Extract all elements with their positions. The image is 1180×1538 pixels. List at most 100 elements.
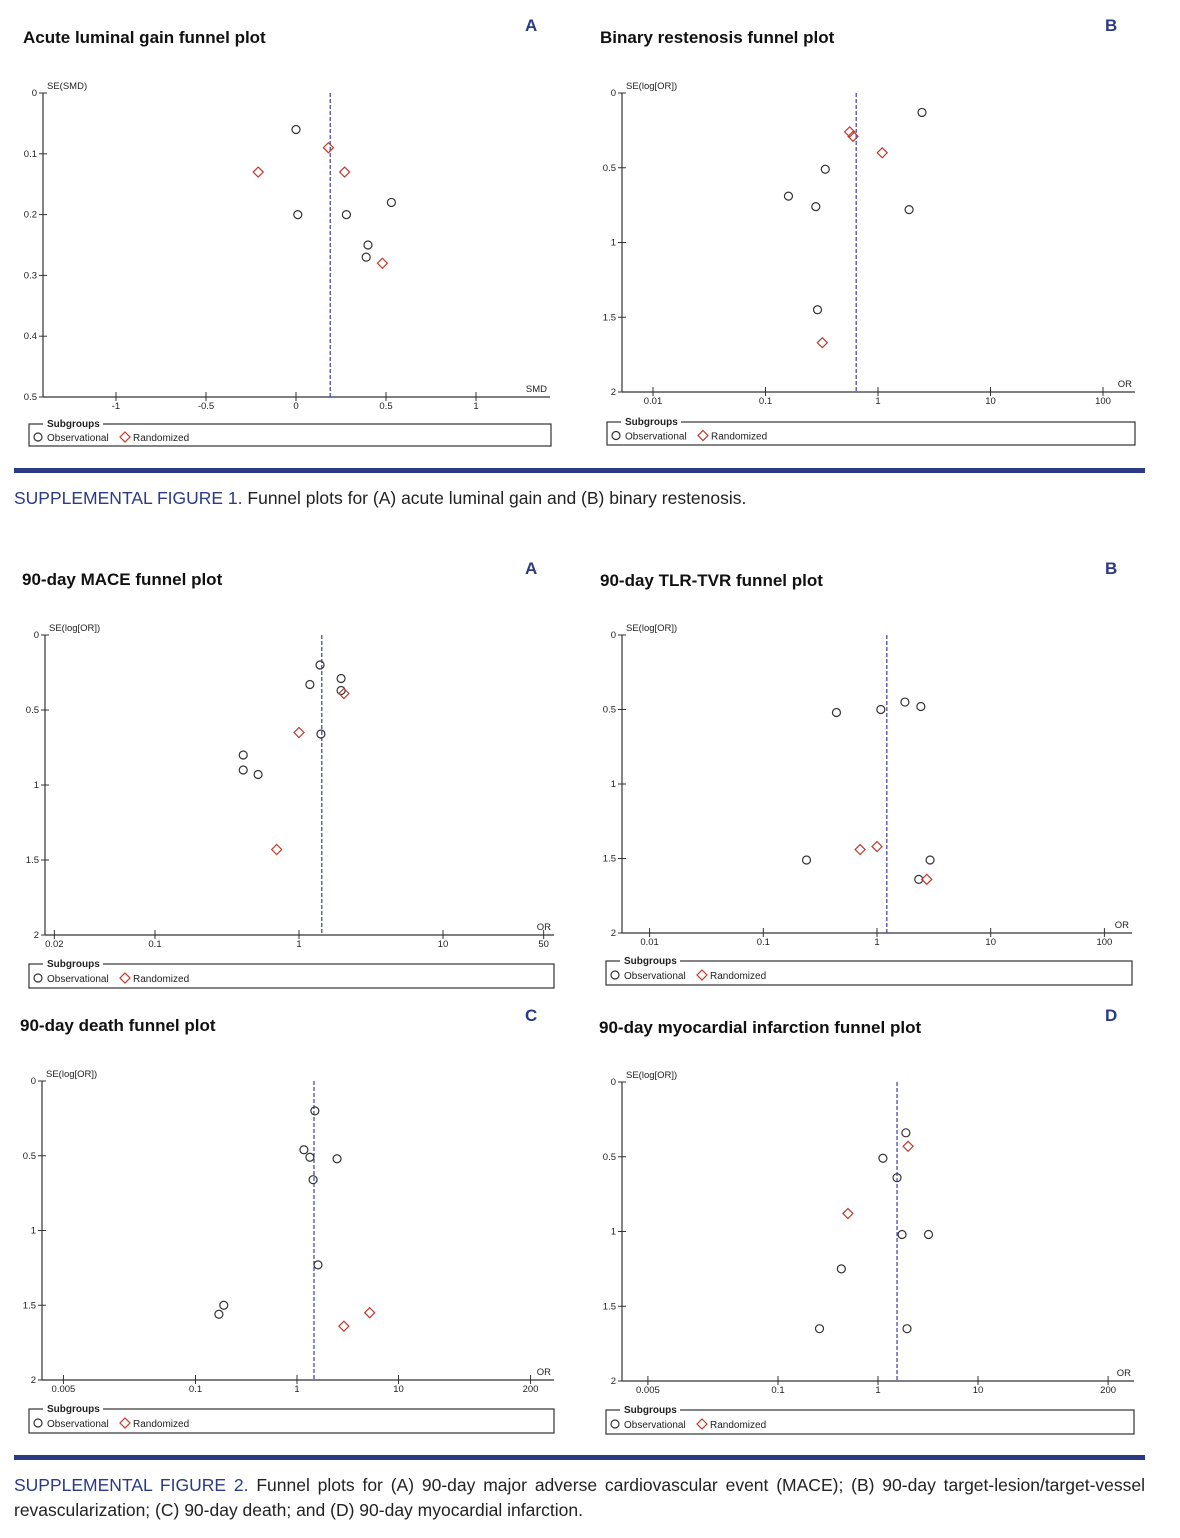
observational-study-point	[878, 1153, 888, 1163]
observational-study-point	[900, 697, 910, 707]
legend-observational-label: Observational	[624, 971, 686, 982]
y-tick-label: 0.2	[24, 210, 37, 221]
legend-title: Subgroups	[624, 1405, 677, 1416]
randomized-study-point	[920, 873, 933, 886]
legend-randomized-label: Randomized	[711, 432, 767, 443]
y-tick-label: 0.5	[24, 392, 37, 403]
x-tick-label: 0.01	[644, 396, 663, 407]
observational-study-point	[305, 679, 315, 690]
observational-study-point	[902, 1324, 912, 1334]
randomized-study-point	[843, 126, 856, 138]
y-tick-label: 2	[31, 1375, 36, 1386]
legend-observational-label: Observational	[47, 1419, 109, 1430]
figure-1-text: Funnel plots for (A) acute luminal gain …	[242, 488, 747, 508]
x-tick-label: 200	[1100, 1385, 1116, 1396]
y-tick-label: 2	[34, 930, 39, 941]
randomized-study-point	[363, 1306, 376, 1319]
x-tick-label: 10	[438, 939, 449, 950]
funnel-plot-f2a: SE(log[OR]) OR 0 0.5 1 1.5 2 0.02 0.1 1 10 50 Subgro…	[26, 623, 555, 989]
observational-study-point	[219, 1300, 229, 1310]
y-tick-label: 1	[611, 238, 616, 249]
x-tick-label: 10	[393, 1384, 404, 1395]
legend-observational-icon	[610, 970, 620, 980]
randomized-study-point	[847, 130, 859, 143]
chart-title-acute-luminal-gain: Acute luminal gain funnel plot	[23, 28, 266, 47]
chart-title-tlr-tvr: 90-day TLR-TVR funnel plot	[600, 571, 823, 590]
x-axis-label: OR	[1115, 920, 1129, 931]
y-tick-label: 1	[31, 1226, 36, 1237]
funnel-plot-f2b: SE(log[OR]) OR 0 0.5 1 1.5 2 0.01 0.1 1 10 100 Subgr…	[603, 623, 1133, 986]
chart-title-myocardial-infarction: 90-day myocardial infarction funnel plot	[599, 1018, 922, 1037]
x-tick-label: 1	[875, 396, 880, 407]
y-tick-label: 0.4	[24, 331, 37, 342]
legend-randomized-icon	[697, 429, 709, 442]
observational-study-point	[814, 1324, 825, 1334]
x-axis-label: OR	[537, 922, 551, 933]
funnel-plot-f1a: SE(SMD) SMD 0 0.1 0.2 0.3 0.4 0.5 -1 -0.5 0 0.5 1 Sub…	[24, 81, 552, 447]
observational-study-point	[363, 240, 373, 250]
observational-study-point	[313, 1260, 323, 1270]
x-tick-label: 0.01	[640, 937, 659, 948]
legend-randomized-icon	[119, 1417, 131, 1429]
observational-study-point	[897, 1229, 907, 1240]
x-tick-label: -1	[112, 401, 120, 412]
legend-title-bg	[621, 416, 681, 426]
observational-study-point	[253, 769, 263, 780]
observational-study-point	[831, 707, 842, 718]
y-tick-label: 0	[32, 88, 37, 99]
legend-observational-icon	[610, 1419, 620, 1429]
randomized-study-point	[293, 726, 305, 739]
y-tick-label: 1.5	[603, 312, 616, 323]
observational-study-point	[315, 660, 325, 670]
randomized-study-point	[876, 146, 889, 159]
y-axis-label: SE(log[OR])	[626, 81, 677, 92]
panel-letter: A	[525, 16, 538, 35]
observational-study-point	[361, 252, 371, 262]
observational-study-point	[386, 197, 396, 208]
x-tick-label: 0.02	[45, 939, 64, 950]
legend-randomized-label: Randomized	[710, 1420, 766, 1431]
x-tick-label: -0.5	[198, 401, 214, 412]
x-tick-label: 0.005	[52, 1384, 76, 1395]
observational-study-point	[308, 1175, 318, 1185]
legend-observational-icon	[33, 1418, 43, 1428]
observational-study-point	[783, 191, 794, 201]
legend-title: Subgroups	[47, 419, 100, 430]
y-tick-label: 0	[34, 630, 39, 641]
observational-study-point	[291, 124, 301, 135]
randomized-study-point	[338, 687, 350, 700]
x-axis-label: OR	[1117, 1368, 1131, 1379]
observational-study-point	[801, 855, 812, 865]
chart-title-mace: 90-day MACE funnel plot	[22, 570, 223, 589]
x-tick-label: 0	[293, 401, 298, 412]
y-axis-label: SE(log[OR])	[626, 623, 677, 634]
observational-study-point	[336, 673, 346, 684]
observational-study-point	[293, 210, 303, 220]
x-tick-label: 1	[874, 937, 879, 948]
legend-randomized-label: Randomized	[710, 971, 766, 982]
y-tick-label: 2	[611, 387, 616, 398]
randomized-study-point	[902, 1140, 914, 1153]
legend-randomized-icon	[696, 1418, 708, 1430]
y-axis-label: SE(log[OR])	[49, 623, 100, 634]
randomized-study-point	[338, 166, 351, 178]
x-tick-label: 1	[875, 1385, 880, 1396]
figure-2-label: SUPPLEMENTAL FIGURE 2.	[14, 1475, 249, 1495]
randomized-study-point	[252, 166, 265, 178]
y-axis-label: SE(SMD)	[47, 81, 87, 92]
legend-title: Subgroups	[625, 417, 678, 428]
y-tick-label: 0.5	[603, 1152, 616, 1163]
x-tick-label: 0.1	[189, 1384, 202, 1395]
divider-rule	[14, 1455, 1145, 1460]
y-tick-label: 1.5	[603, 854, 616, 865]
x-tick-label: 100	[1095, 396, 1111, 407]
legend-observational-label: Observational	[47, 433, 109, 444]
randomized-study-point	[854, 843, 866, 856]
panel-letter: A	[525, 559, 538, 578]
divider-rule	[14, 468, 1145, 473]
legend-box	[605, 960, 1133, 986]
legend-title-bg	[43, 418, 103, 428]
observational-study-point	[901, 1128, 911, 1138]
